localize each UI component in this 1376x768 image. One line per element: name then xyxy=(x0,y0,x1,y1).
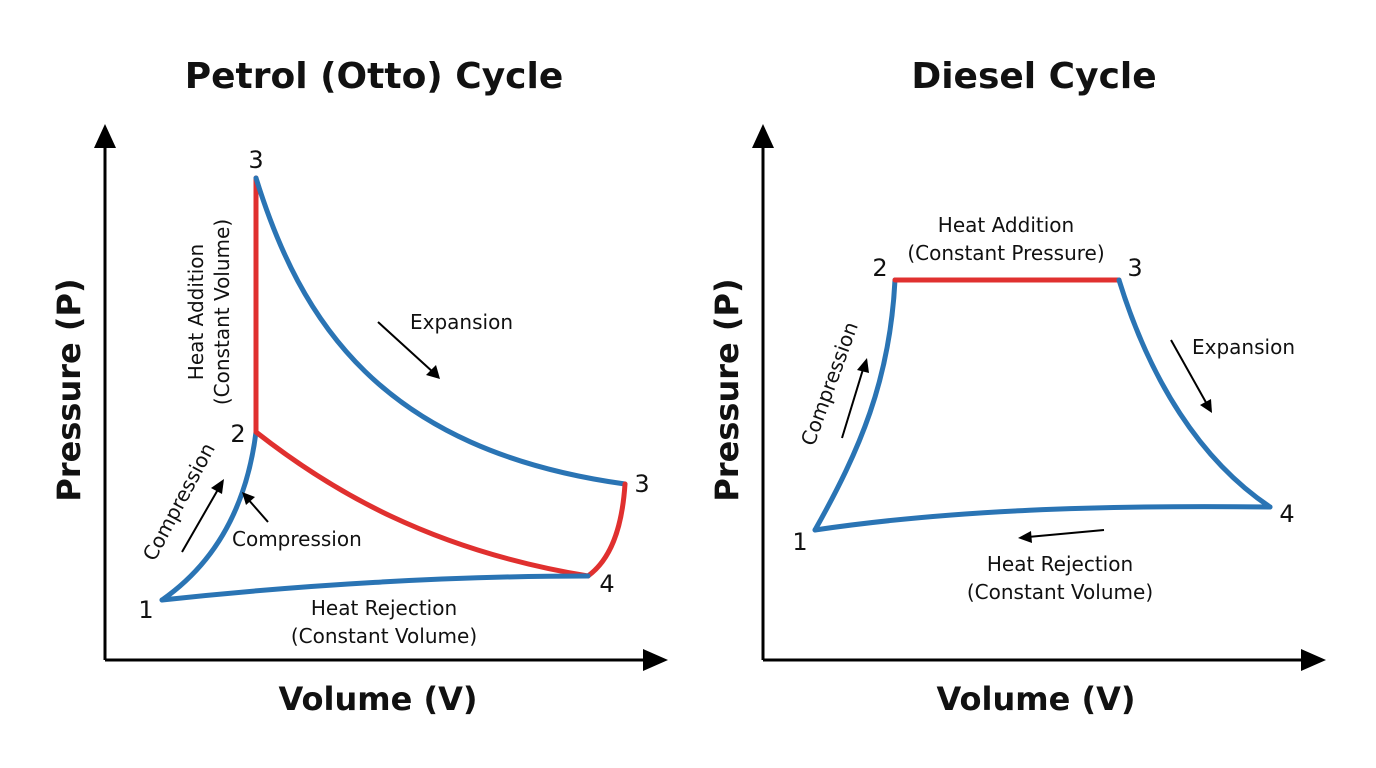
otto-point-3-right: 3 xyxy=(634,470,649,498)
otto-y-axis-label: Pressure (P) xyxy=(50,278,88,501)
otto-compression-pointer-arrow-head xyxy=(242,492,255,505)
diesel-compression-arrow xyxy=(841,365,865,439)
otto-heat-rejection-line1: Heat Rejection xyxy=(311,596,457,620)
diesel-point-2: 2 xyxy=(872,254,887,282)
diesel-heat-addition-line2: (Constant Pressure) xyxy=(907,241,1104,265)
otto-compression-red-curve xyxy=(253,429,591,579)
otto-compression-curve xyxy=(159,429,259,603)
diesel-compression-label: Compression xyxy=(796,319,863,449)
otto-expansion-arrow-head xyxy=(426,365,440,379)
otto-heat-rejection-line2: (Constant Volume) xyxy=(291,624,477,648)
diesel-expansion-curve xyxy=(1116,277,1273,510)
diesel-point-3: 3 xyxy=(1127,254,1142,282)
diesel-heat-rejection-curve xyxy=(812,504,1273,533)
diesel-compression-curve xyxy=(812,277,898,533)
otto-point-3-top: 3 xyxy=(248,146,263,174)
diesel-point-4: 4 xyxy=(1279,500,1294,528)
otto-heat-rejection-curve xyxy=(159,573,591,603)
otto-expansion-curve xyxy=(253,175,628,487)
otto-heat-addition-label: Heat Addition (Constant Volume) xyxy=(184,219,234,405)
diesel-heat-rejection-line2: (Constant Volume) xyxy=(967,580,1153,604)
diesel-title: Diesel Cycle xyxy=(911,56,1156,97)
otto-compression-label: Compression xyxy=(232,527,362,551)
diesel-cycle-diagram: Diesel Cycle Pressure (P) Volume (V) 2 3… xyxy=(708,56,1326,718)
otto-compression-rotated-arrow-head xyxy=(211,479,224,494)
otto-x-axis-arrow xyxy=(643,649,668,671)
otto-compression-rotated-label: Compression xyxy=(138,439,220,565)
diesel-heat-rejection-arrow xyxy=(1027,529,1105,538)
diesel-compression-arrow-head xyxy=(857,358,869,373)
diesel-expansion-arrow xyxy=(1170,339,1209,407)
diesel-heat-rejection-arrow-head xyxy=(1018,531,1032,543)
diesel-expansion-label: Expansion xyxy=(1192,335,1295,359)
otto-compression-rotated-arrow xyxy=(181,485,221,553)
otto-cycle-diagram: Petrol (Otto) Cycle Pressure (P) Volume … xyxy=(50,56,668,718)
otto-point-4: 4 xyxy=(599,570,614,598)
diesel-y-axis-arrow xyxy=(752,124,774,148)
otto-x-axis-label: Volume (V) xyxy=(279,680,478,718)
otto-heat-addition-line1: Heat Addition xyxy=(184,244,208,380)
otto-expansion-label: Expansion xyxy=(410,310,513,334)
otto-y-axis-arrow xyxy=(94,124,116,148)
diesel-heat-rejection-line1: Heat Rejection xyxy=(987,552,1133,576)
diesel-x-axis-label: Volume (V) xyxy=(937,680,1136,718)
otto-title: Petrol (Otto) Cycle xyxy=(185,56,564,97)
otto-compression-pointer-arrow xyxy=(246,497,269,523)
diesel-point-1: 1 xyxy=(792,528,807,556)
otto-point-1: 1 xyxy=(138,596,153,624)
diesel-y-axis-label: Pressure (P) xyxy=(708,278,746,501)
otto-heat-addition-line2: (Constant Volume) xyxy=(210,219,234,405)
diesel-x-axis-arrow xyxy=(1301,649,1326,671)
otto-heat-rejection-red-curve xyxy=(585,481,628,579)
diesel-heat-addition-line1: Heat Addition xyxy=(938,213,1074,237)
diesel-expansion-arrow-head xyxy=(1200,399,1212,413)
otto-point-2: 2 xyxy=(230,420,245,448)
otto-expansion-arrow xyxy=(377,321,435,374)
